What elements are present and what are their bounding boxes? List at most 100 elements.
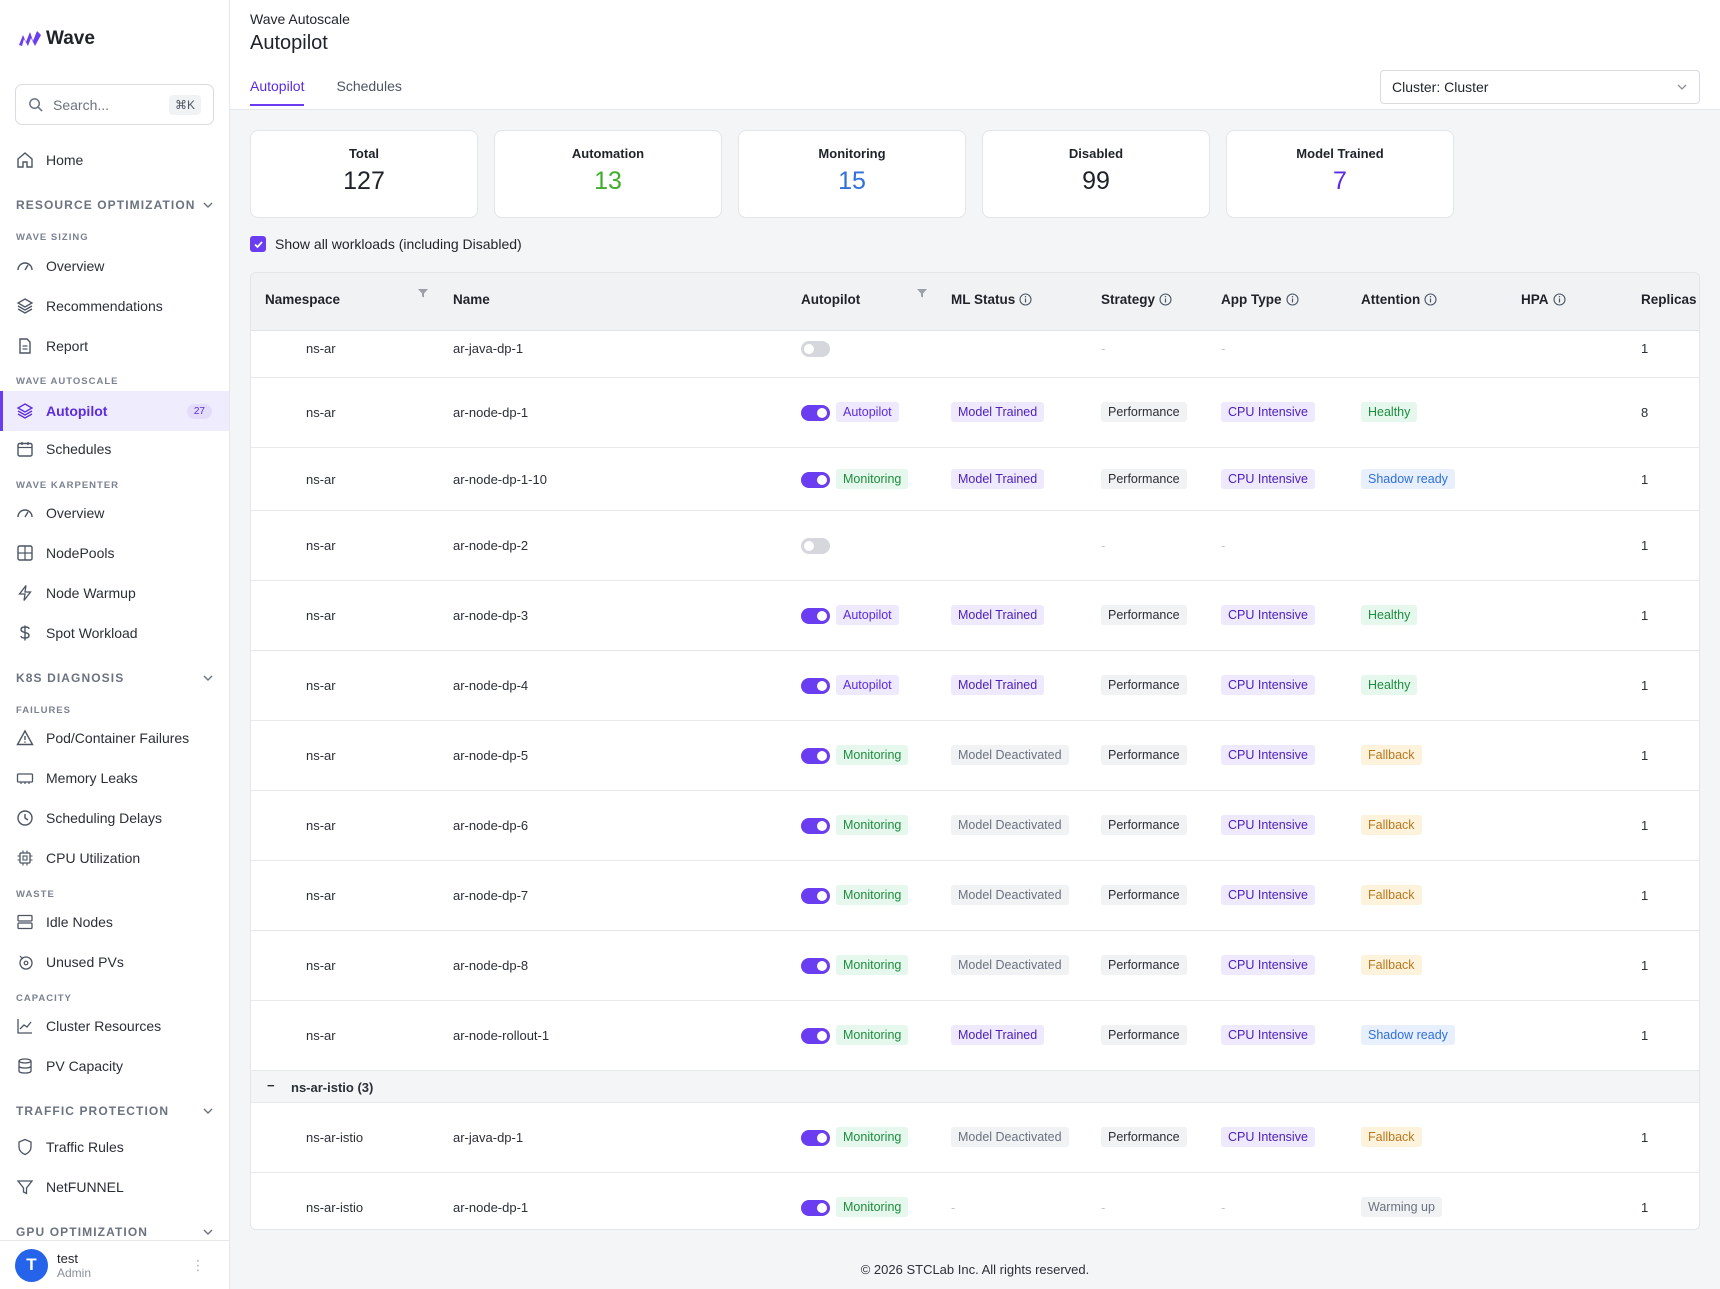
ml-status-badge: Model Trained [951,605,1045,625]
info-icon[interactable] [1285,293,1299,306]
table-row[interactable]: ns-ar ar-node-dp-7 Monitoring Model Deactiv… [251,861,1699,931]
column-strategy[interactable]: Strategy [1101,292,1172,307]
workload-name-cell[interactable]: ar-node-dp-6 [453,818,529,833]
table-row[interactable]: ns-ar ar-java-dp-1 - - 1 [251,331,1699,378]
server-icon [17,914,33,930]
show-all-checkbox[interactable] [250,236,266,252]
workload-name-cell[interactable]: ar-node-dp-3 [453,608,529,623]
sidebar-item-pv-capacity[interactable]: PV Capacity [0,1048,229,1084]
filter-icon[interactable] [916,287,928,299]
column-app-type[interactable]: App Type [1221,292,1299,307]
autopilot-toggle[interactable] [801,341,830,357]
sidebar-item-karpenter-overview[interactable]: Overview [0,495,229,531]
search-input[interactable]: Search... ⌘K [15,84,214,125]
sidebar-item-spot-workload[interactable]: Spot Workload [0,615,229,651]
workload-name-cell[interactable]: ar-node-dp-1-10 [453,472,547,487]
more-vertical-icon[interactable]: ⋮ [191,1256,205,1273]
table-row[interactable]: ns-ar ar-node-dp-6 Monitoring Model Deactiv… [251,791,1699,861]
sidebar-item-recommendations[interactable]: Recommendations [0,288,229,324]
sidebar-item-node-warmup[interactable]: Node Warmup [0,575,229,611]
user-profile[interactable]: T test Admin ⋮ [0,1240,229,1289]
workload-name-cell[interactable]: ar-java-dp-1 [453,1130,524,1145]
sidebar-item-unused-pvs[interactable]: Unused PVs [0,944,229,980]
autopilot-toggle[interactable] [801,1200,830,1216]
sidebar-item-idle-nodes[interactable]: Idle Nodes [0,904,229,940]
strategy-badge: Performance [1101,885,1187,905]
section-resource-optimization[interactable]: RESOURCE OPTIMIZATION [16,198,214,212]
workload-name-cell[interactable]: ar-node-dp-2 [453,538,529,553]
table-row[interactable]: ns-ar-istio ar-node-dp-1 Monitoring - - - Warm… [251,1173,1699,1229]
replicas-cell: 8 [1641,405,1649,420]
workload-name-cell[interactable]: ar-node-dp-7 [453,888,529,903]
app-type-badge: CPU Intensive [1221,885,1315,905]
sidebar-item-scheduling-delays[interactable]: Scheduling Delays [0,800,229,836]
workload-name-cell[interactable]: ar-node-dp-5 [453,748,529,763]
filter-icon[interactable] [417,287,429,299]
sidebar-item-netfunnel[interactable]: NetFUNNEL [0,1169,229,1205]
column-hpa[interactable]: HPA [1521,292,1566,307]
column-replicas[interactable]: Replicas [1641,292,1697,307]
sidebar-item-pod-failures[interactable]: Pod/Container Failures [0,720,229,756]
table-row[interactable]: ns-ar ar-node-dp-1-10 Monitoring Model Trai… [251,448,1699,511]
tab-autopilot[interactable]: Autopilot [250,78,305,106]
sidebar-item-overview[interactable]: Overview [0,248,229,284]
column-attention[interactable]: Attention [1361,292,1437,307]
info-icon[interactable] [1019,293,1032,306]
autopilot-toggle[interactable] [801,405,830,421]
workload-name-cell[interactable]: ar-node-dp-1 [453,405,529,420]
section-traffic-protection[interactable]: TRAFFIC PROTECTION [16,1104,214,1118]
sidebar-item-traffic-rules[interactable]: Traffic Rules [0,1129,229,1165]
cluster-select[interactable]: Cluster: Cluster [1380,70,1700,104]
autopilot-toggle[interactable] [801,888,830,904]
autopilot-toggle[interactable] [801,472,830,488]
table-row[interactable]: ns-ar ar-node-dp-3 Autopilot Model Trained P… [251,581,1699,651]
column-ml-status[interactable]: ML Status [951,292,1032,307]
stat-label: Disabled [1068,146,1124,161]
sidebar-item-nodepools[interactable]: NodePools [0,535,229,571]
autopilot-toggle[interactable] [801,608,830,624]
autopilot-toggle[interactable] [801,818,830,834]
sidebar-item-schedules[interactable]: Schedules [0,431,229,467]
table-row[interactable]: ns-ar ar-node-dp-4 Autopilot Model Trained P… [251,651,1699,721]
collapse-icon[interactable]: − [267,1078,275,1093]
autopilot-toggle[interactable] [801,1130,830,1146]
autopilot-toggle[interactable] [801,678,830,694]
namespace-group-row[interactable]: − ns-ar-istio (3) [251,1071,1699,1103]
brand-logo[interactable]: Wave [18,28,95,50]
sidebar-item-label: Idle Nodes [46,914,113,930]
section-k8s-diagnosis[interactable]: K8S DIAGNOSIS [16,671,214,685]
table-row[interactable]: ns-ar ar-node-dp-1 Autopilot Model Trained P… [251,378,1699,448]
info-icon[interactable] [1159,293,1172,306]
info-icon[interactable] [1552,293,1566,306]
workload-name-cell[interactable]: ar-node-dp-4 [453,678,529,693]
sidebar-item-cluster-resources[interactable]: Cluster Resources [0,1008,229,1044]
autopilot-toggle[interactable] [801,538,830,554]
sidebar-item-report[interactable]: Report [0,328,229,364]
sidebar-item-memory-leaks[interactable]: Memory Leaks [0,760,229,796]
column-name[interactable]: Name [453,292,490,307]
table-row[interactable]: ns-ar-istio ar-java-dp-1 Monitoring Model D… [251,1103,1699,1173]
autopilot-mode-badge: Autopilot [836,675,899,695]
autopilot-toggle[interactable] [801,1028,830,1044]
column-autopilot[interactable]: Autopilot [801,292,860,307]
sidebar-item-autopilot[interactable]: Autopilot 27 [0,391,229,431]
table-row[interactable]: ns-ar ar-node-dp-2 - - 1 [251,511,1699,581]
workload-name-cell[interactable]: ar-java-dp-1 [453,341,524,356]
column-namespace[interactable]: Namespace [265,292,340,307]
sidebar-item-cpu-utilization[interactable]: CPU Utilization [0,840,229,876]
table-row[interactable]: ns-ar ar-node-dp-5 Monitoring Model Deactiv… [251,721,1699,791]
autopilot-toggle[interactable] [801,748,830,764]
workload-name-cell[interactable]: ar-node-rollout-1 [453,1028,550,1043]
section-gpu-optimization[interactable]: GPU OPTIMIZATION [16,1225,214,1239]
sidebar-item-home[interactable]: Home [0,142,229,178]
namespace-cell: ns-ar-istio [306,1200,364,1215]
show-all-workloads[interactable]: Show all workloads (including Disabled) [250,236,522,252]
workload-name-cell[interactable]: ar-node-dp-1 [453,1200,529,1215]
autopilot-toggle[interactable] [801,958,830,974]
workload-name-cell[interactable]: ar-node-dp-8 [453,958,529,973]
namespace-cell: ns-ar [306,958,336,973]
tab-schedules[interactable]: Schedules [336,78,402,94]
info-icon[interactable] [1424,293,1437,306]
table-row[interactable]: ns-ar ar-node-dp-8 Monitoring Model Deactiv… [251,931,1699,1001]
table-row[interactable]: ns-ar ar-node-rollout-1 Monitoring Model Tr… [251,1001,1699,1071]
